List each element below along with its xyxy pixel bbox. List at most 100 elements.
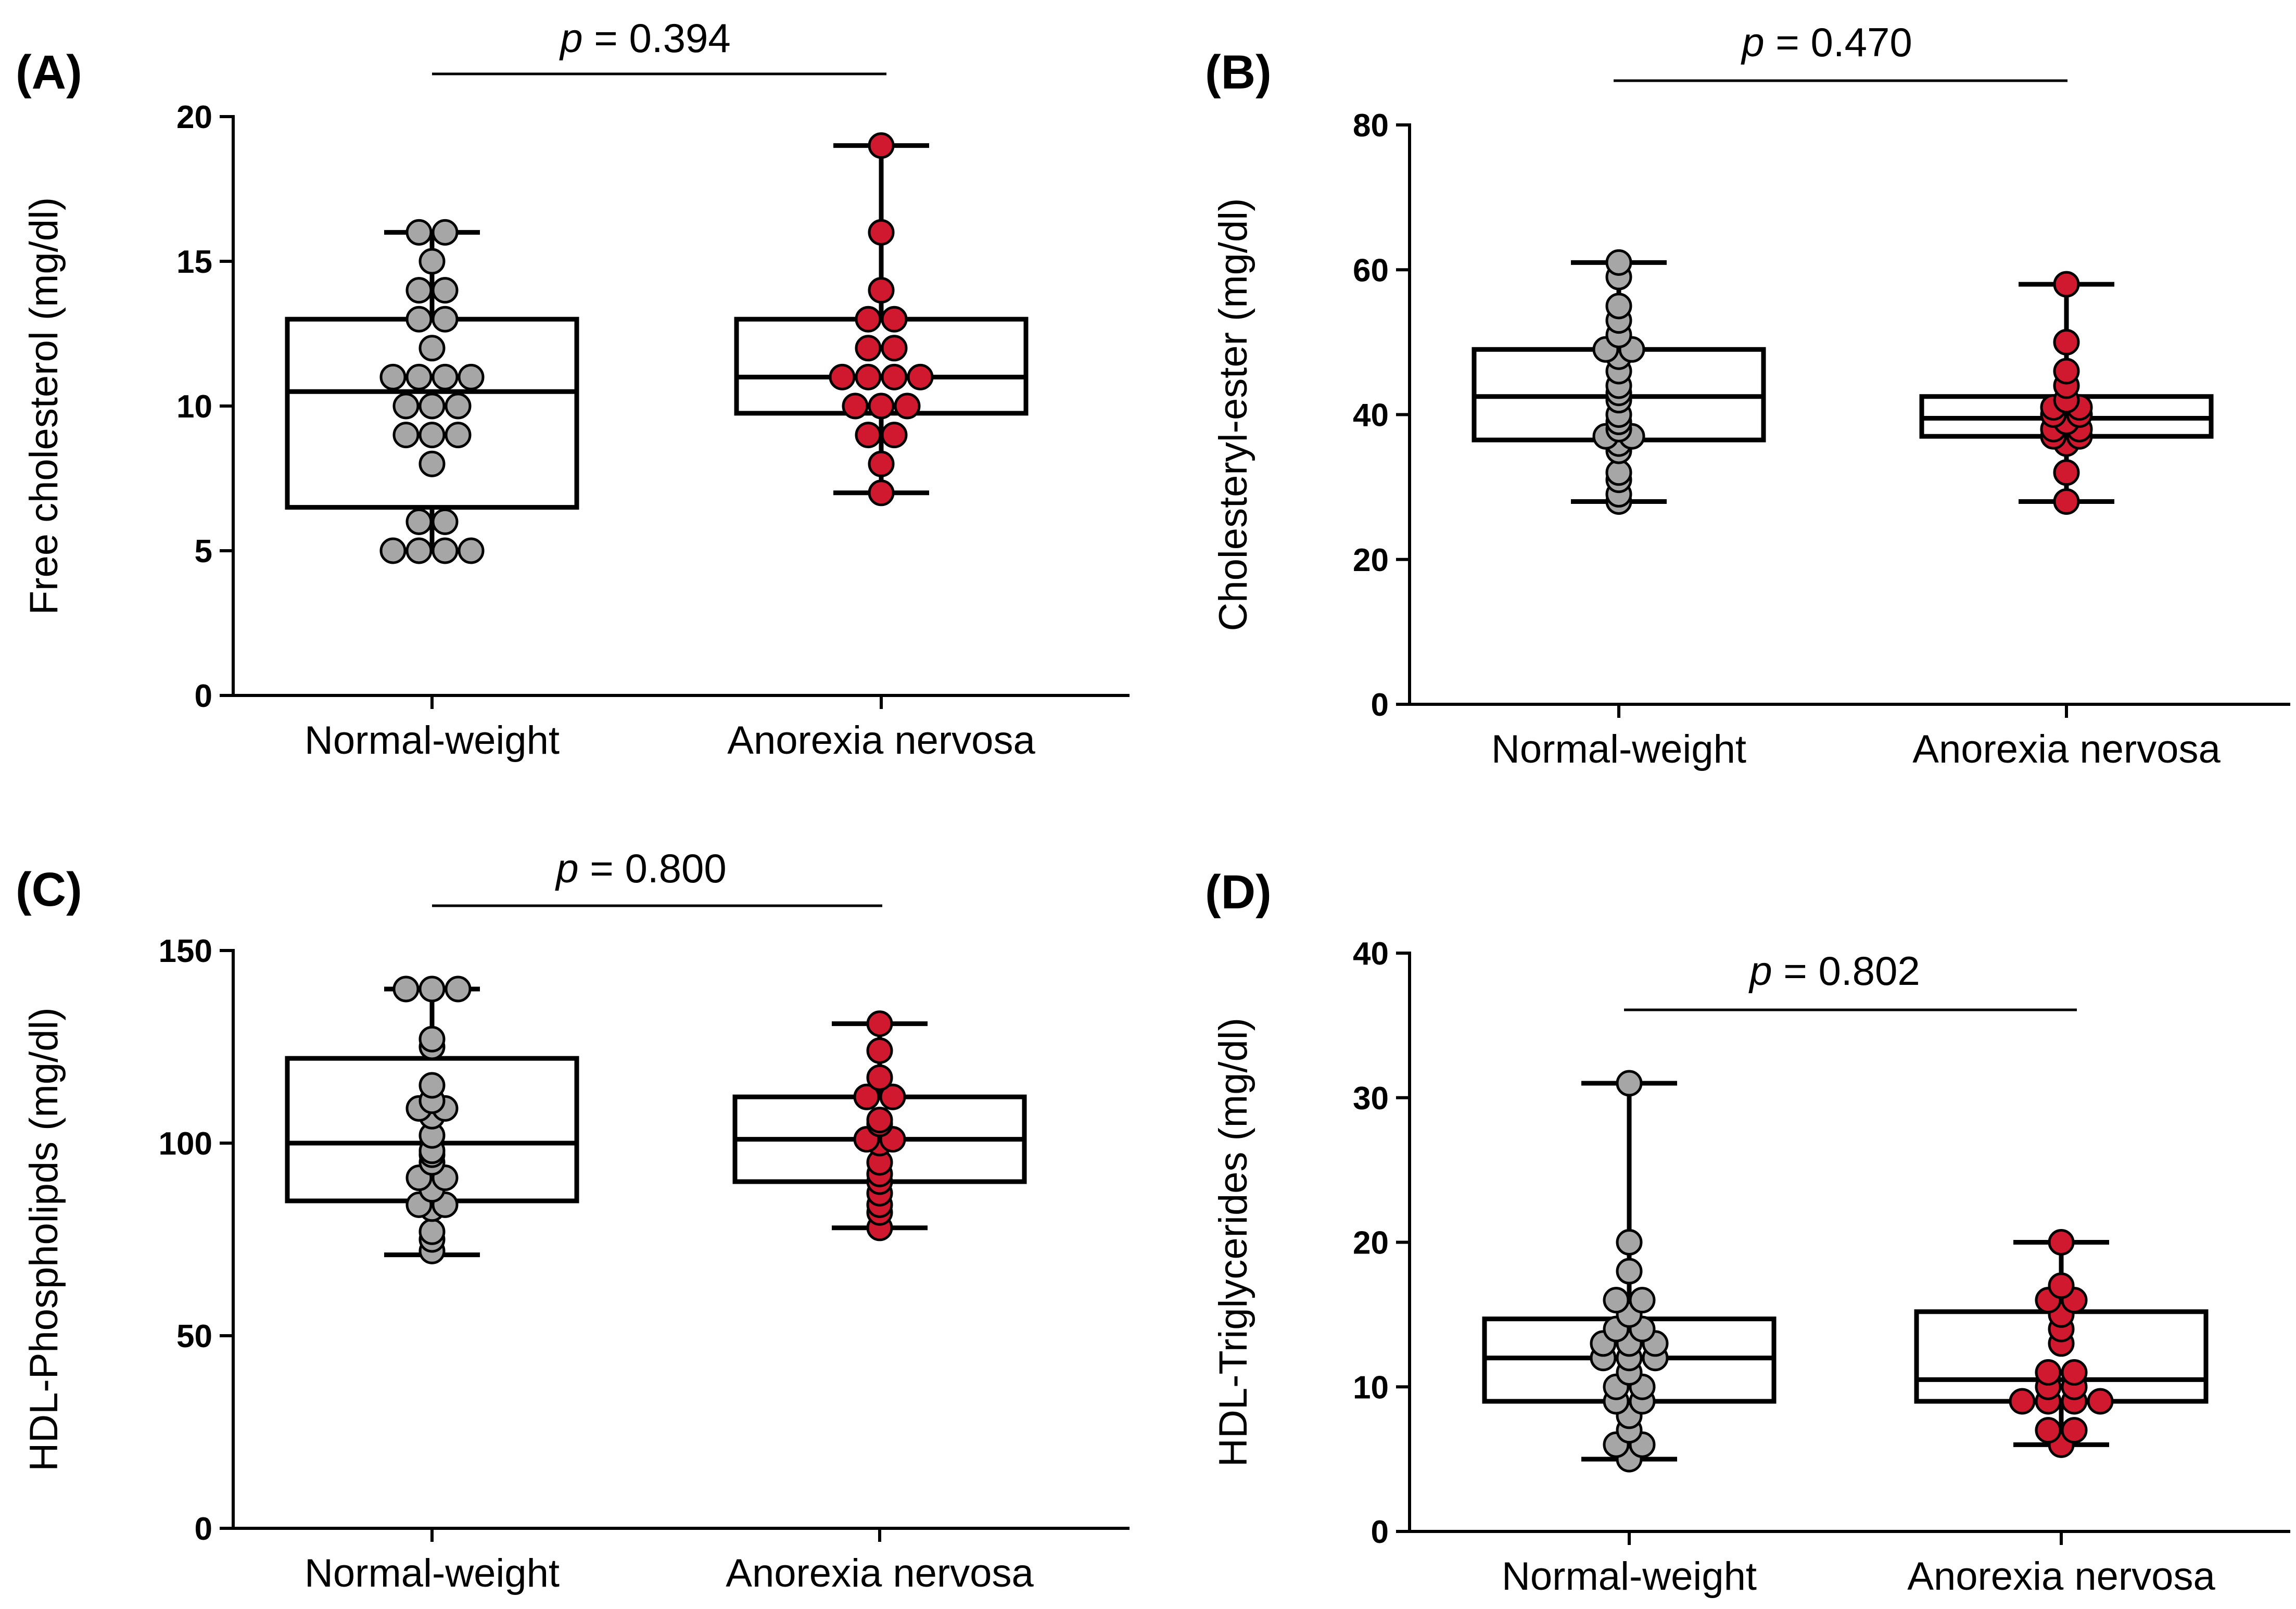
data-point <box>445 392 472 420</box>
data-point <box>2035 1359 2062 1386</box>
data-point <box>1629 1287 1656 1314</box>
data-point <box>868 392 895 420</box>
p-value-label: p = 0.800 <box>555 845 726 891</box>
data-point <box>866 1010 893 1037</box>
data-point <box>842 392 869 420</box>
y-tick-label: 150 <box>159 933 212 969</box>
y-tick-label: 5 <box>195 534 212 569</box>
data-point <box>418 450 446 477</box>
data-point <box>418 1072 446 1099</box>
data-point <box>458 537 485 564</box>
data-point <box>418 1218 446 1245</box>
chart-panel-3: (C) 0 50 100 150 HDL-Phospholipds (mg/dl) Norm… <box>16 845 1130 1595</box>
data-point <box>405 363 433 390</box>
data-point <box>432 508 459 535</box>
data-point <box>1616 1229 1643 1256</box>
data-point <box>855 306 882 333</box>
y-tick-label: 0 <box>1371 687 1389 723</box>
data-point <box>418 392 446 420</box>
data-point <box>879 1083 906 1110</box>
data-point <box>855 335 882 362</box>
data-point <box>1605 293 1632 320</box>
data-point <box>418 422 446 449</box>
y-tick-label: 0 <box>195 1511 212 1547</box>
y-tick-label: 10 <box>176 389 212 425</box>
data-point <box>418 248 446 275</box>
data-point <box>1603 1287 1630 1314</box>
y-tick-label: 20 <box>1353 542 1389 578</box>
chart-panel-1: (A) 0 5 10 15 20 Free cholesterol (mg/dl) Norma… <box>16 15 1130 763</box>
y-tick-label: 10 <box>1353 1370 1389 1405</box>
y-tick-label: 100 <box>159 1126 212 1162</box>
y-axis-label: Cholesteryl-ester (mg/dl) <box>1211 198 1255 631</box>
data-point <box>392 392 420 420</box>
x-tick-label: Anorexia nervosa <box>726 1551 1034 1595</box>
data-point <box>1605 459 1632 486</box>
data-point <box>894 392 921 420</box>
data-point <box>855 422 882 449</box>
data-point <box>881 363 908 390</box>
data-point <box>2053 459 2080 486</box>
x-tick-label: Normal-weight <box>1491 727 1746 771</box>
panel-letter: (D) <box>1205 866 1272 919</box>
data-point <box>405 537 433 564</box>
y-tick-label: 40 <box>1353 936 1389 972</box>
data-point <box>907 363 934 390</box>
y-axis-label: HDL-Triglycerides (mg/dl) <box>1211 1018 1255 1467</box>
p-value-label: p = 0.394 <box>559 15 730 61</box>
data-point <box>445 975 472 1003</box>
y-axis-label: HDL-Phospholipds (mg/dl) <box>22 1007 66 1471</box>
data-point <box>868 277 895 304</box>
data-point <box>392 422 420 449</box>
data-point <box>881 306 908 333</box>
data-point <box>855 363 882 390</box>
y-tick-label: 80 <box>1353 108 1389 144</box>
y-tick-label: 60 <box>1353 252 1389 288</box>
data-point <box>2061 1417 2088 1444</box>
x-tick-label: Anorexia nervosa <box>1912 727 2221 771</box>
data-point <box>2053 328 2080 356</box>
data-point <box>1605 249 1632 276</box>
data-point <box>2053 358 2080 385</box>
panel-letter: (A) <box>16 46 82 99</box>
data-point <box>881 335 908 362</box>
y-tick-label: 30 <box>1353 1081 1389 1117</box>
data-point <box>405 219 433 246</box>
data-point <box>1616 1258 1643 1285</box>
y-tick-label: 40 <box>1353 398 1389 434</box>
x-tick-label: Normal-weight <box>305 718 560 763</box>
data-point <box>866 1037 893 1064</box>
x-tick-label: Normal-weight <box>305 1551 560 1595</box>
y-tick-label: 50 <box>176 1319 212 1354</box>
data-point <box>853 1083 880 1110</box>
data-point <box>418 335 446 362</box>
chart-panel-2: (B) 0 20 40 60 80 Cholesteryl-ester (mg/dl) Nor… <box>1205 19 2290 771</box>
y-tick-label: 15 <box>176 244 212 280</box>
data-point <box>2053 271 2080 298</box>
data-point <box>881 422 908 449</box>
data-point <box>432 219 459 246</box>
panel-letter: (C) <box>16 863 82 916</box>
y-tick-label: 20 <box>1353 1225 1389 1261</box>
data-point <box>866 1107 893 1134</box>
data-point <box>379 537 407 564</box>
x-tick-label: Normal-weight <box>1502 1554 1757 1599</box>
data-point <box>432 277 459 304</box>
data-point <box>868 479 895 506</box>
y-axis-label: Free cholesterol (mg/dl) <box>22 197 66 615</box>
data-point <box>868 132 895 159</box>
data-point <box>2035 1417 2062 1444</box>
data-point <box>1616 1070 1643 1097</box>
y-tick-label: 20 <box>176 99 212 135</box>
y-tick-label: 0 <box>195 678 212 714</box>
data-point <box>866 1064 893 1091</box>
data-point <box>392 975 420 1003</box>
x-tick-label: Anorexia nervosa <box>727 718 1035 763</box>
p-value-label: p = 0.470 <box>1741 19 1912 65</box>
data-point <box>829 363 856 390</box>
chart-panel-4: (D) 0 10 20 30 40 HDL-Triglycerides (mg/dl) Nor… <box>1205 866 2290 1599</box>
data-point <box>868 219 895 246</box>
x-tick-label: Anorexia nervosa <box>1907 1554 2215 1599</box>
data-point <box>458 363 485 390</box>
